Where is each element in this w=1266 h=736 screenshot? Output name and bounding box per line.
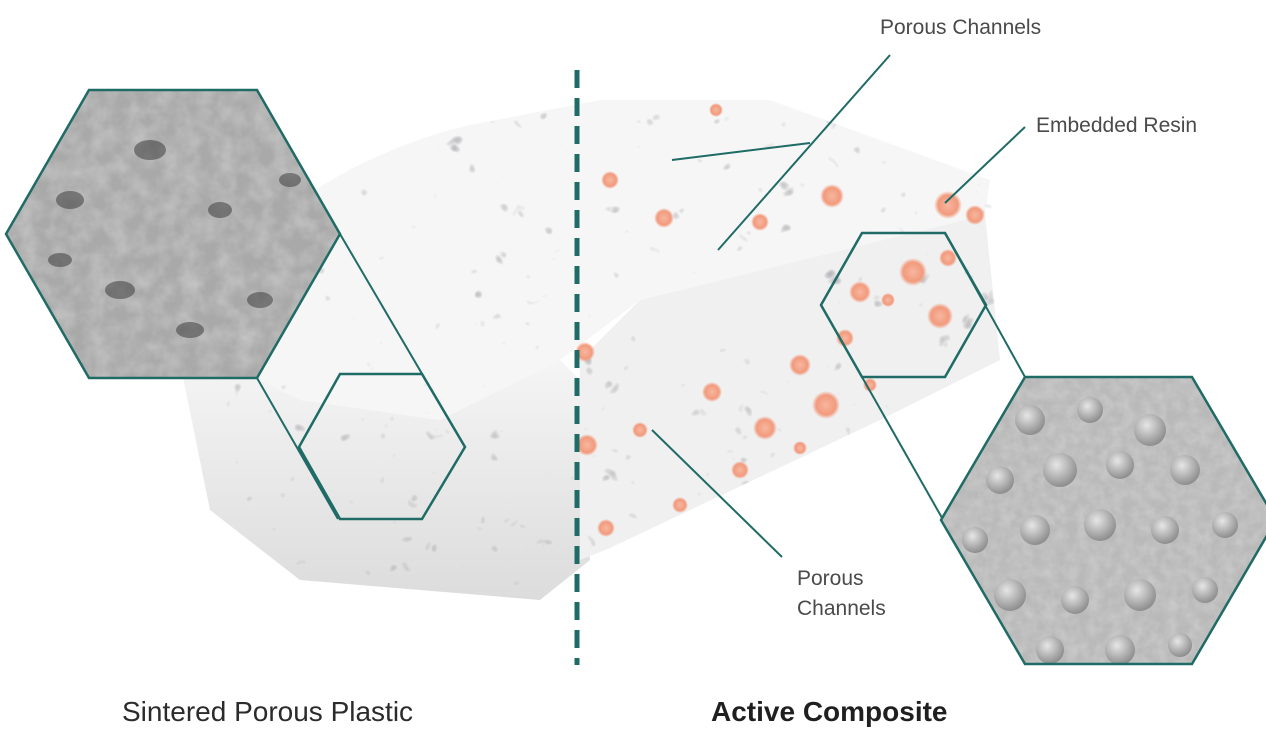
sem-hexagon-composite bbox=[939, 375, 1266, 666]
label-porous-channels-bottom-line1: Porous bbox=[797, 567, 864, 590]
caption-active-composite: Active Composite bbox=[711, 696, 948, 727]
left-hex-connector-bottom bbox=[256, 377, 339, 520]
sem-hexagon-sintered bbox=[4, 88, 342, 380]
label-porous-channels-bottom-line2: Channels bbox=[797, 597, 886, 620]
label-porous-channels-top: Porous Channels bbox=[880, 16, 1042, 39]
resin-particles bbox=[575, 103, 985, 537]
left-zoom-region-hexagon bbox=[297, 372, 467, 521]
leader-embedded-resin bbox=[944, 126, 1026, 204]
label-embedded-resin: Embedded Resin bbox=[1036, 114, 1198, 137]
right-hex-connector-top bbox=[944, 232, 1026, 378]
leader-porous-channels-top bbox=[671, 54, 891, 251]
sem-spheres bbox=[962, 397, 1238, 664]
leader-porous-channels-bottom bbox=[651, 429, 783, 558]
caption-sintered-porous-plastic: Sintered Porous Plastic bbox=[122, 696, 414, 727]
